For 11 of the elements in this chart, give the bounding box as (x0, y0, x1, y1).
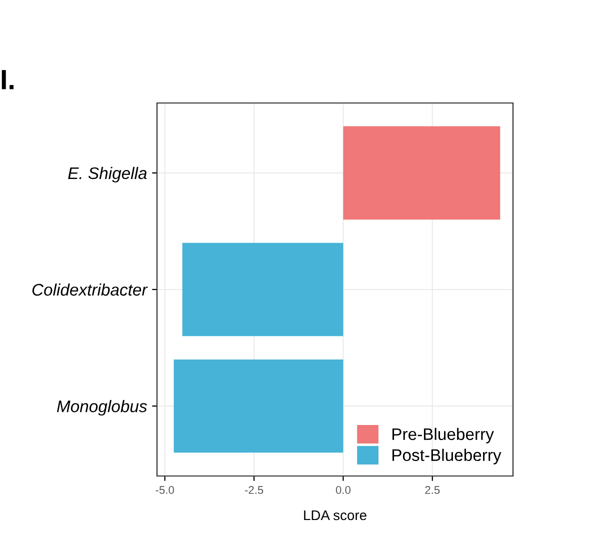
x-tick-label: 0.0 (336, 486, 350, 494)
x-tick-label: 2.5 (425, 486, 440, 494)
y-tick-label: Colidextribacter (32, 283, 148, 296)
legend-label: Pre-Blueberry (392, 428, 494, 444)
text: I. (2, 70, 14, 90)
x-tick-label: -5.0 (156, 486, 174, 494)
x-axis-title: LDA score (304, 510, 366, 520)
legend-label: Post-Blueberry (392, 448, 502, 464)
y-tick-label: E. Shigella (68, 166, 147, 182)
x-tick-label: -2.5 (244, 486, 264, 494)
y-tick-label: Monoglobus (56, 400, 147, 416)
